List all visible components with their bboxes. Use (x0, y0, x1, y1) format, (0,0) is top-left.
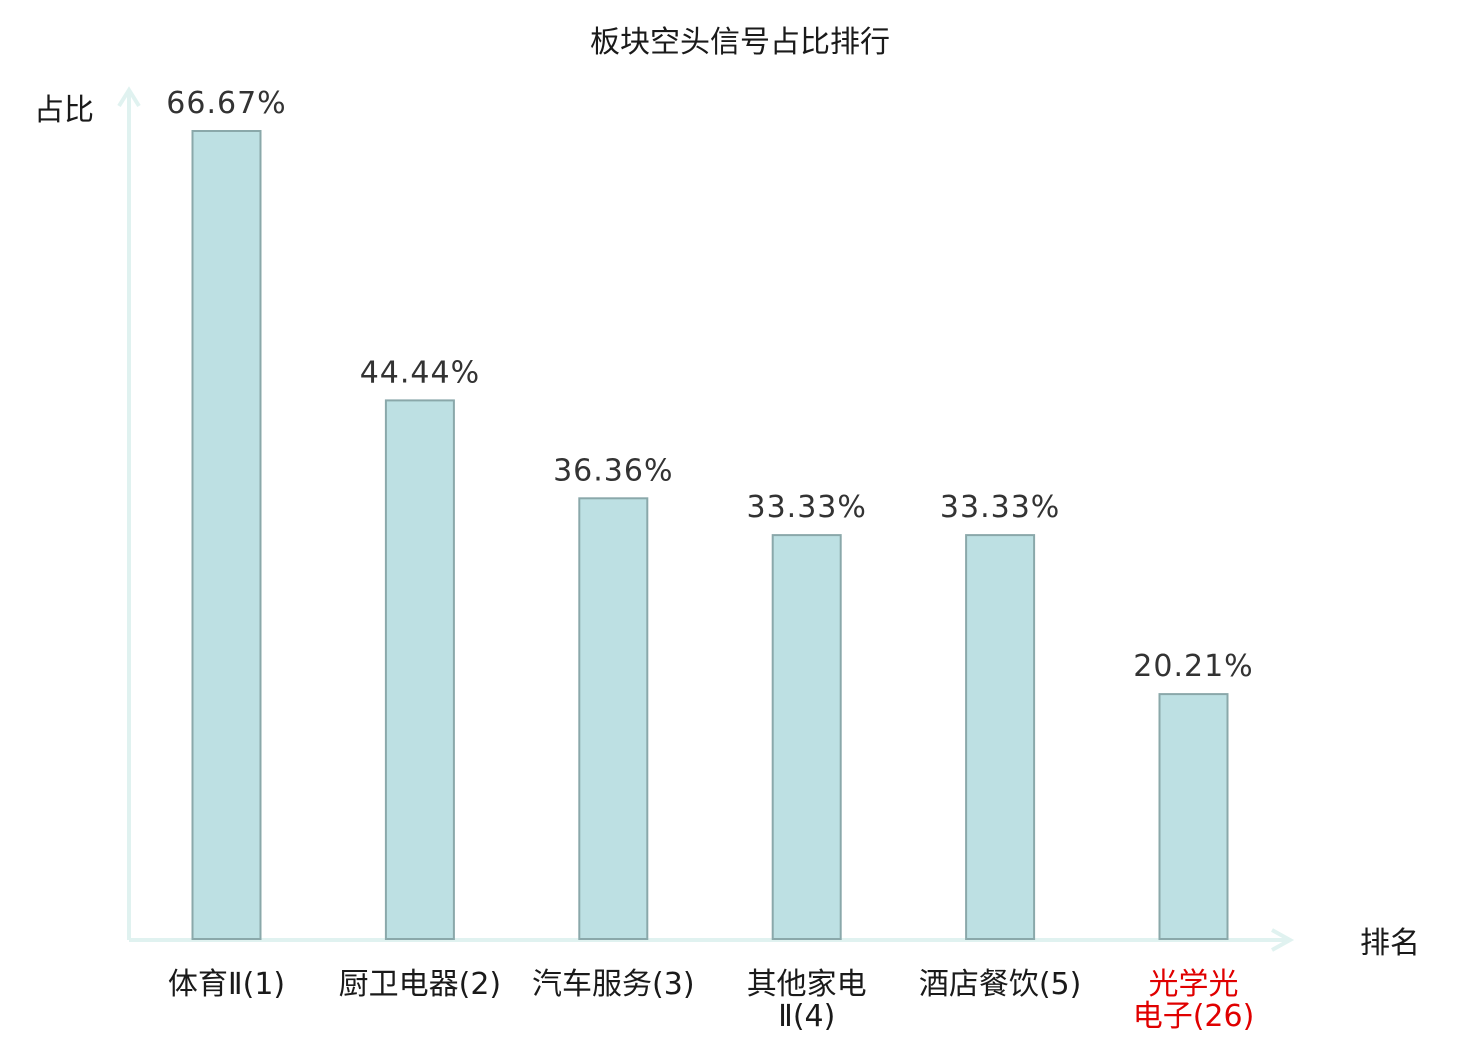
value-label-1: 66.67% (166, 86, 286, 121)
category-label-line: 其他家电 (747, 967, 867, 1002)
bar-6 (1158, 693, 1229, 940)
value-label-6: 20.21% (1133, 649, 1253, 684)
value-label-4: 33.33% (747, 490, 867, 525)
chart-title: 板块空头信号占比排行 (590, 25, 890, 60)
x-axis-label: 排名 (1360, 926, 1420, 961)
category-label-2: 厨卫电器(2) (339, 967, 502, 1002)
category-label-line: 汽车服务(3) (532, 967, 695, 1002)
category-label-line: 电子(26) (1133, 999, 1255, 1034)
category-label-line: 厨卫电器(2) (339, 967, 502, 1002)
y-axis-label: 占比 (34, 93, 94, 128)
value-label-5: 33.33% (940, 490, 1060, 525)
value-label-2: 44.44% (360, 355, 480, 390)
axes (117, 86, 1295, 952)
y-axis-arrow-icon (117, 86, 141, 108)
category-label-4: 其他家电 Ⅱ(4) (747, 967, 867, 1034)
value-labels-group: 66.67% 44.44% 36.36% 33.33% 33.33% 20.21% (166, 86, 1253, 684)
category-label-line: Ⅱ(4) (778, 999, 835, 1034)
category-label-6: 光学光电子(26) (1133, 967, 1255, 1034)
bar-2 (384, 399, 455, 940)
value-label-3: 36.36% (553, 453, 673, 488)
bars-group (191, 130, 1229, 940)
bar-1 (191, 130, 262, 940)
x-axis-arrow-icon (1271, 928, 1295, 952)
category-label-1: 体育Ⅱ(1) (168, 967, 285, 1002)
category-label-line: 酒店餐饮(5) (919, 967, 1082, 1002)
category-label-3: 汽车服务(3) (532, 967, 695, 1002)
category-label-line: 光学光 (1149, 967, 1239, 1002)
category-labels-group: 体育Ⅱ(1) 厨卫电器(2) 汽车服务(3) 其他家电 Ⅱ(4) 酒店餐饮(5) 光学光电子… (168, 967, 1254, 1034)
bar-5 (965, 534, 1036, 940)
category-label-5: 酒店餐饮(5) (919, 967, 1082, 1002)
category-label-line: 体育Ⅱ(1) (168, 967, 285, 1002)
bar-3 (578, 497, 649, 940)
bar-4 (771, 534, 842, 940)
